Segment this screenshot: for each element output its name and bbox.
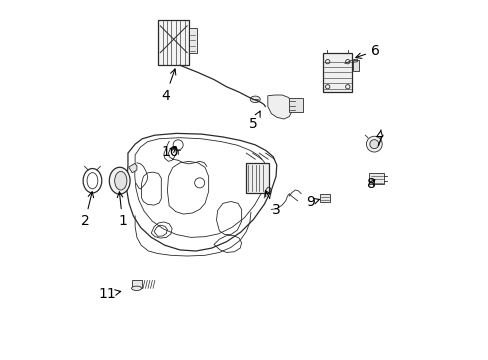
- Text: 2: 2: [81, 192, 93, 228]
- Ellipse shape: [131, 286, 142, 291]
- FancyBboxPatch shape: [188, 28, 196, 53]
- FancyBboxPatch shape: [368, 173, 384, 184]
- FancyBboxPatch shape: [131, 280, 142, 288]
- FancyBboxPatch shape: [246, 163, 268, 193]
- Ellipse shape: [369, 140, 378, 149]
- Text: 6: 6: [355, 44, 379, 58]
- FancyBboxPatch shape: [352, 60, 359, 71]
- Text: 11: 11: [99, 287, 121, 301]
- Ellipse shape: [366, 136, 382, 152]
- Text: 4: 4: [161, 69, 176, 103]
- Ellipse shape: [250, 96, 260, 103]
- Text: 8: 8: [366, 177, 375, 190]
- Text: 5: 5: [248, 111, 260, 131]
- Polygon shape: [128, 163, 137, 173]
- FancyBboxPatch shape: [319, 194, 329, 202]
- FancyBboxPatch shape: [323, 53, 351, 92]
- Text: 10: 10: [161, 145, 179, 159]
- Ellipse shape: [109, 167, 130, 194]
- Text: 7: 7: [374, 130, 383, 149]
- Ellipse shape: [115, 171, 126, 190]
- Text: 1: 1: [117, 192, 127, 228]
- Text: 9: 9: [306, 195, 319, 209]
- Text: 3: 3: [265, 190, 281, 217]
- Polygon shape: [267, 95, 292, 119]
- FancyBboxPatch shape: [158, 21, 188, 65]
- FancyBboxPatch shape: [289, 98, 303, 112]
